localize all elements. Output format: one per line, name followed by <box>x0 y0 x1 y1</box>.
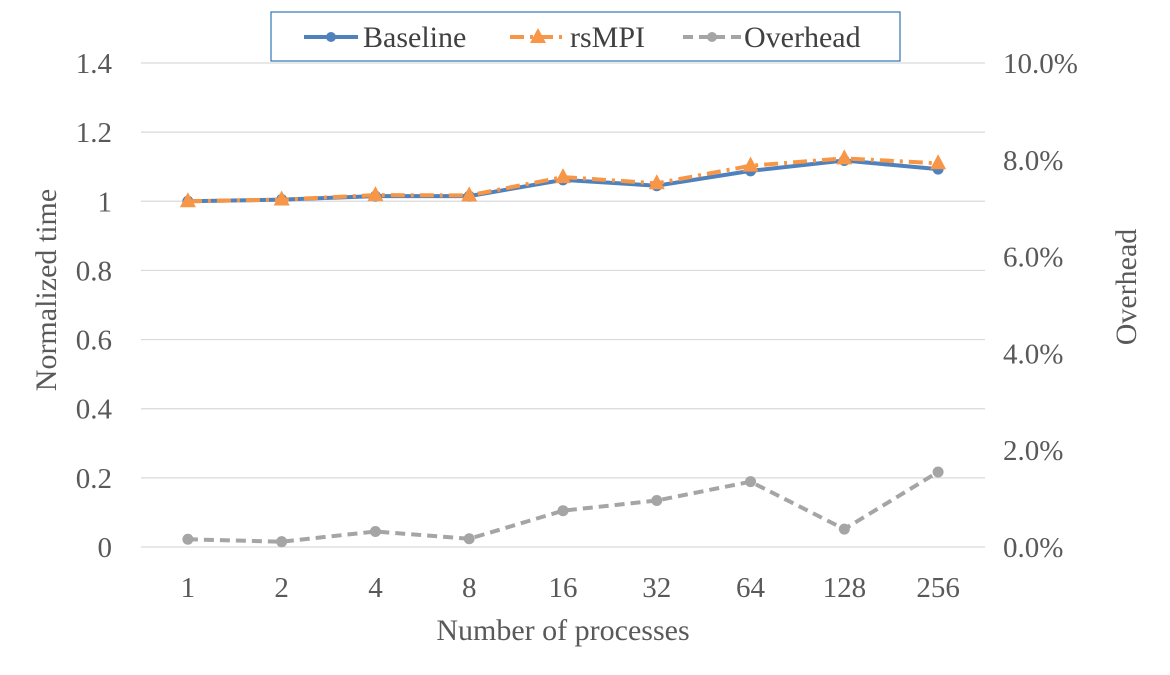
series <box>179 149 947 548</box>
x-tick-label: 128 <box>823 572 867 604</box>
y-right-tick-label: 8.0% <box>1003 145 1063 177</box>
legend-item-rsmpi: rsMPI <box>510 21 645 54</box>
data-point-overhead <box>557 505 569 517</box>
y-tick-label: 0 <box>98 532 113 564</box>
data-point-overhead <box>369 526 381 538</box>
legend-marker-overhead <box>707 32 717 42</box>
data-point-rsmpi <box>930 154 947 170</box>
data-point-rsmpi <box>648 174 665 190</box>
x-tick-label: 256 <box>916 572 960 604</box>
data-point-overhead <box>463 533 475 545</box>
y-tick-label: 0.6 <box>76 325 112 357</box>
x-tick-label: 2 <box>274 572 289 604</box>
legend-item-baseline: Baseline <box>304 21 466 54</box>
y-axis-title-left: Normalized time <box>30 189 63 391</box>
data-point-overhead <box>651 495 663 507</box>
y-tick-label: 1.4 <box>76 48 113 80</box>
data-point-overhead <box>182 533 194 545</box>
x-axis-title: Number of processes <box>436 614 689 647</box>
legend-label-overhead: Overhead <box>744 21 861 54</box>
data-point-rsmpi <box>273 190 290 206</box>
legend-label-baseline: Baseline <box>363 21 466 54</box>
gridlines <box>141 62 985 479</box>
series-overhead <box>182 466 944 548</box>
data-point-rsmpi <box>461 186 478 202</box>
y-tick-label: 0.4 <box>76 394 113 426</box>
y-tick-label: 1.2 <box>76 117 112 149</box>
legend-label-rsmpi: rsMPI <box>570 21 645 54</box>
data-point-overhead <box>745 476 757 488</box>
y-right-tick-label: 0.0% <box>1003 532 1063 564</box>
x-tick-label: 32 <box>642 572 671 604</box>
x-tick-label: 64 <box>736 572 766 604</box>
data-point-overhead <box>932 466 944 478</box>
legend-marker-baseline <box>326 32 336 42</box>
series-line-overhead <box>187 470 940 544</box>
legend-box <box>270 11 901 62</box>
x-tick-label: 4 <box>368 572 383 604</box>
legend: Baseline rsMPI Overhead <box>270 11 901 62</box>
x-tick-label: 1 <box>181 572 196 604</box>
y-right-tick-label: 4.0% <box>1003 338 1063 370</box>
y-right-tick-label: 6.0% <box>1003 242 1063 274</box>
data-point-rsmpi <box>367 186 384 202</box>
series-line-rsmpi <box>187 156 939 204</box>
y-right-tick-label: 10.0% <box>1003 48 1078 80</box>
axes: 0 0.2 0.4 0.6 0.8 1 1.2 1.4 0.0% 2.0% 4.0% 6.0% 8.0%… <box>76 48 1078 604</box>
series-rsmpi <box>179 149 947 208</box>
legend-marker-rsmpi <box>530 28 546 43</box>
data-point-rsmpi <box>836 149 853 165</box>
x-tick-label: 8 <box>462 572 477 604</box>
data-point-overhead <box>838 523 850 535</box>
data-point-rsmpi <box>179 192 196 208</box>
y-tick-label: 1 <box>98 186 113 218</box>
x-tick-label: 16 <box>549 572 578 604</box>
y-tick-label: 0.2 <box>76 463 112 495</box>
y-axis-title-right: Overhead <box>1110 229 1143 346</box>
data-point-overhead <box>276 536 288 548</box>
legend-item-overhead: Overhead <box>683 21 861 54</box>
data-point-rsmpi <box>742 156 759 172</box>
y-right-tick-label: 2.0% <box>1003 435 1063 467</box>
y-tick-label: 0.8 <box>76 255 112 287</box>
data-point-rsmpi <box>555 168 571 184</box>
